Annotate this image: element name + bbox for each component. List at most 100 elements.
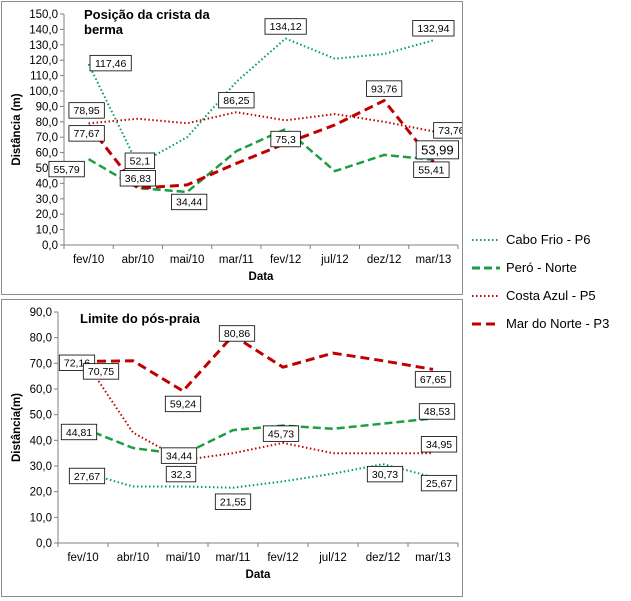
data-label-text: 70,75 <box>88 366 114 378</box>
y-axis-title: Distância (m) <box>11 93 23 165</box>
x-tick-label: mai/10 <box>170 254 205 266</box>
chart-panel-pos-praia: 0,0 10,0 20,0 30,0 40,0 50,0 60,0 70,0 80,0 90,0 f… <box>1 299 463 597</box>
data-label-pero-norte: 55,79 <box>48 160 85 178</box>
data-label-box <box>171 193 208 211</box>
x-tick-label: mar/11 <box>219 254 254 266</box>
y-tick-label: 30,0 <box>36 194 58 206</box>
x-tick-label: fev/12 <box>270 254 301 266</box>
legend-swatch-mar-do-norte <box>472 322 500 326</box>
data-label-text: 52,1 <box>130 156 151 168</box>
y-tick-label: 0,0 <box>36 538 52 550</box>
data-label-text: 45,73 <box>268 428 294 440</box>
data-label-cabo-frio-p6: 25,67 <box>420 474 458 492</box>
y-tick-label: 0,0 <box>42 240 58 252</box>
y-tick-label: 150,0 <box>29 9 58 21</box>
data-label-box <box>420 436 458 453</box>
y-tick-label: 100,0 <box>29 86 58 98</box>
x-tick-label: dez/12 <box>366 552 401 564</box>
y-tick-label: 50,0 <box>30 410 52 422</box>
x-tick-label: fev/10 <box>73 254 104 266</box>
y-tick-label: 40,0 <box>30 435 52 447</box>
y-tick-label: 110,0 <box>30 71 58 83</box>
data-label-box <box>124 152 156 169</box>
data-label-box <box>119 170 156 187</box>
data-label-box <box>214 493 252 510</box>
data-label-box <box>218 325 256 342</box>
x-tick-label: mar/13 <box>415 552 451 564</box>
data-label-box <box>60 423 98 441</box>
data-label-cabo-frio-p6: 30,73 <box>366 465 404 483</box>
chart-title: Posição da crista da <box>84 7 210 22</box>
series-line-mar-do-norte-p3 <box>82 334 434 393</box>
data-label-box <box>270 130 301 148</box>
legend-swatch-cabo-frio <box>472 239 500 241</box>
data-label-box <box>165 465 197 483</box>
x-tick-label: jul/12 <box>318 552 347 564</box>
legend-label: Peró - Norte <box>506 260 577 275</box>
data-label-box <box>415 140 459 160</box>
y-tick-label: 80,0 <box>30 333 52 345</box>
data-label-text: 59,24 <box>170 399 196 411</box>
legend-item-costa-azul: Costa Azul - P5 <box>472 286 631 312</box>
legend-item-cabo-frio: Cabo Frio - P6 <box>472 230 631 256</box>
x-tick-label: abr/10 <box>117 552 150 564</box>
y-tick-label: 90,0 <box>36 101 58 113</box>
data-label-costa-azul-p5: 86,25 <box>218 92 255 109</box>
y-tick-label: 20,0 <box>36 209 58 221</box>
x-tick-label: fev/12 <box>267 552 298 564</box>
data-label-cabo-frio-p6: 134,12 <box>264 18 307 35</box>
legend-swatch-pero <box>472 266 500 270</box>
data-label-text: 25,67 <box>426 478 452 490</box>
data-label-box <box>164 395 202 413</box>
data-label-mar-do-norte-p3: 36,83 <box>119 170 156 187</box>
data-label-box <box>413 161 450 178</box>
legend-item-pero: Peró - Norte <box>472 258 631 284</box>
series-line-costa-azul-p5 <box>88 111 434 133</box>
y-tick-label: 20,0 <box>30 487 52 499</box>
y-tick-label: 70,0 <box>36 132 58 144</box>
series-line-costa-azul-p5 <box>82 357 434 462</box>
y-tick-label: 140,0 <box>29 24 58 36</box>
data-label-text: 77,67 <box>73 128 99 140</box>
legend-label: Cabo Frio - P6 <box>506 232 591 247</box>
y-tick-label: 40,0 <box>36 178 58 190</box>
y-axis-title: Distância(m) <box>11 393 23 462</box>
data-label-text: 73,76 <box>438 125 462 137</box>
data-label-box <box>414 371 452 388</box>
data-label-text: 21,55 <box>220 496 246 508</box>
data-label-pero-norte: 75,3 <box>270 130 301 148</box>
legend-label: Costa Azul - P5 <box>506 288 596 303</box>
data-label-costa-azul-p5: 73,76 <box>433 122 470 139</box>
data-label-text: 93,76 <box>371 83 397 95</box>
y-tick-label: 60,0 <box>36 148 58 160</box>
data-label-cabo-frio-p6: 117,46 <box>89 54 132 72</box>
data-label-mar-do-norte-p3: 67,65 <box>414 371 452 388</box>
data-label-mar-do-norte-p3: 80,86 <box>218 325 256 342</box>
data-label-text: 34,44 <box>166 450 192 462</box>
data-label-box <box>420 474 458 492</box>
y-tick-label: 30,0 <box>30 461 52 473</box>
data-label-text: 134,12 <box>270 21 302 33</box>
data-label-box <box>89 54 132 72</box>
data-label-text: 86,25 <box>223 95 249 107</box>
x-axis-title: Data <box>249 271 275 283</box>
y-tick-label: 60,0 <box>30 384 52 396</box>
chart-crista-da-berma: 0,010,020,030,040,050,060,070,080,090,01… <box>11 7 470 283</box>
data-label-box <box>160 447 198 464</box>
data-label-box <box>412 20 455 37</box>
data-label-mar-do-norte-p3: 77,67 <box>68 125 105 142</box>
data-label-text: 32,3 <box>171 469 192 481</box>
data-label-text: 132,94 <box>417 23 449 35</box>
legend-swatch-costa-azul <box>472 295 500 297</box>
data-label-pero-norte: 55,41 <box>413 161 450 178</box>
y-tick-label: 10,0 <box>30 512 52 524</box>
data-label-text: 34,95 <box>426 439 452 451</box>
x-axis-title: Data <box>246 569 272 581</box>
data-label-box <box>366 80 403 97</box>
data-label-pero-norte: 34,44 <box>160 447 198 464</box>
data-label-text: 75,3 <box>275 134 296 146</box>
x-tick-label: mar/13 <box>415 254 451 266</box>
y-tick-label: 120,0 <box>29 55 58 67</box>
data-label-box <box>418 403 456 420</box>
data-label-text: 36,83 <box>125 173 151 185</box>
